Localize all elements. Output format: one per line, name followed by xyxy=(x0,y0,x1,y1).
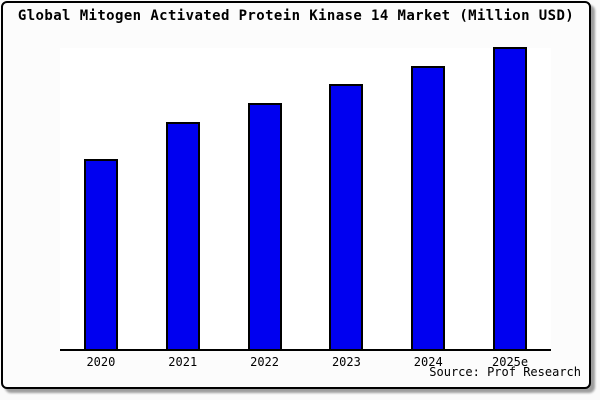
x-tick-label-2022: 2022 xyxy=(250,355,280,369)
bar-2022 xyxy=(247,103,282,349)
x-tick-label-2024: 2024 xyxy=(413,355,443,369)
x-tick-label-2023: 2023 xyxy=(331,355,361,369)
bar-2021 xyxy=(165,122,200,349)
bar-2023 xyxy=(329,84,364,349)
x-tick-label-2025e: 2025e xyxy=(492,355,529,369)
x-tick-label-2020: 2020 xyxy=(86,355,116,369)
x-axis-labels: 2020 2021 2022 2023 2024 2025e xyxy=(60,351,551,369)
bar-2024 xyxy=(411,66,446,349)
chart-title: Global Mitogen Activated Protein Kinase … xyxy=(17,8,575,24)
source-note: Source: Prof Research xyxy=(429,365,581,379)
plot-area xyxy=(60,47,551,351)
bar-2025e xyxy=(493,47,528,349)
x-tick-label-2021: 2021 xyxy=(168,355,198,369)
bar-2020 xyxy=(83,159,118,349)
chart-frame: Global Mitogen Activated Protein Kinase … xyxy=(1,1,591,389)
